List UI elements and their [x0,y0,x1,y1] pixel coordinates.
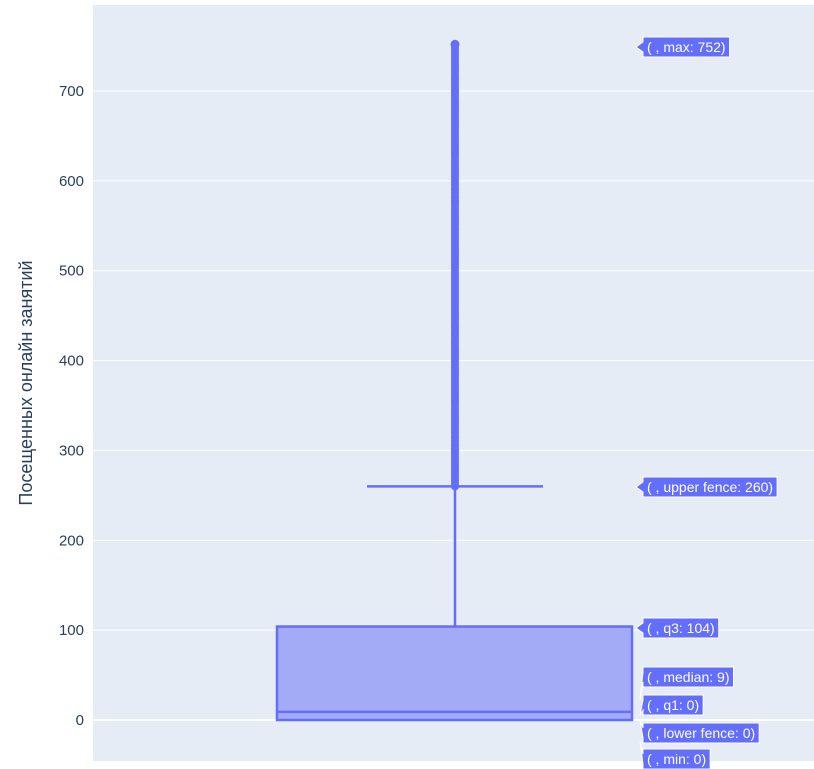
hover-label-median: ( , median: 9) [639,666,734,701]
hover-label-text: ( , min: 0) [647,751,706,767]
y-tick-label-400: 400 [59,353,84,370]
hover-label-text: ( , q3: 104) [647,620,715,636]
box-iqr[interactable] [275,625,634,722]
hover-label-max: ( , max: 752) [635,36,731,58]
y-tick-label-500: 500 [59,263,84,280]
hover-label-min: ( , min: 0) [639,740,711,769]
y-tick-label-100: 100 [59,622,84,639]
y-tick-label-200: 200 [59,532,84,549]
hover-label-box [639,740,711,769]
y-tick-labels: 0 100 200 300 400 500 600 700 [59,83,84,729]
hover-label-lower-fence: ( , lower fence: 0) [639,719,760,744]
y-tick-label-700: 700 [59,83,84,100]
outlier-point-max[interactable] [450,39,460,49]
y-tick-label-600: 600 [59,173,84,190]
hover-label-q1: ( , q1: 0) [639,694,704,716]
hover-label-box [635,36,731,58]
y-axis-title: Посещенных онлайн занятий [16,260,36,505]
hover-label-box [635,476,778,498]
outlier-points[interactable] [450,39,460,491]
hover-label-text: ( , q1: 0) [647,697,699,713]
hover-label-upper-fence: ( , upper fence: 260) [635,476,778,498]
hover-label-q3: ( , q3: 104) [635,617,720,639]
box-trace[interactable] [275,39,634,722]
hover-label-box [635,617,720,639]
hover-label-text: ( , upper fence: 260) [647,479,773,495]
hover-label-box [639,666,734,701]
hover-label-box [639,719,760,744]
hover-label-box [639,694,704,716]
hover-label-text: ( , lower fence: 0) [647,725,755,741]
y-tick-label-300: 300 [59,442,84,459]
hover-label-text: ( , median: 9) [647,669,729,685]
hover-labels: ( , max: 752) ( , upper fence: 260) ( , q3… [635,36,778,769]
hover-label-text: ( , max: 752) [647,39,726,55]
y-tick-label-0: 0 [76,712,84,729]
